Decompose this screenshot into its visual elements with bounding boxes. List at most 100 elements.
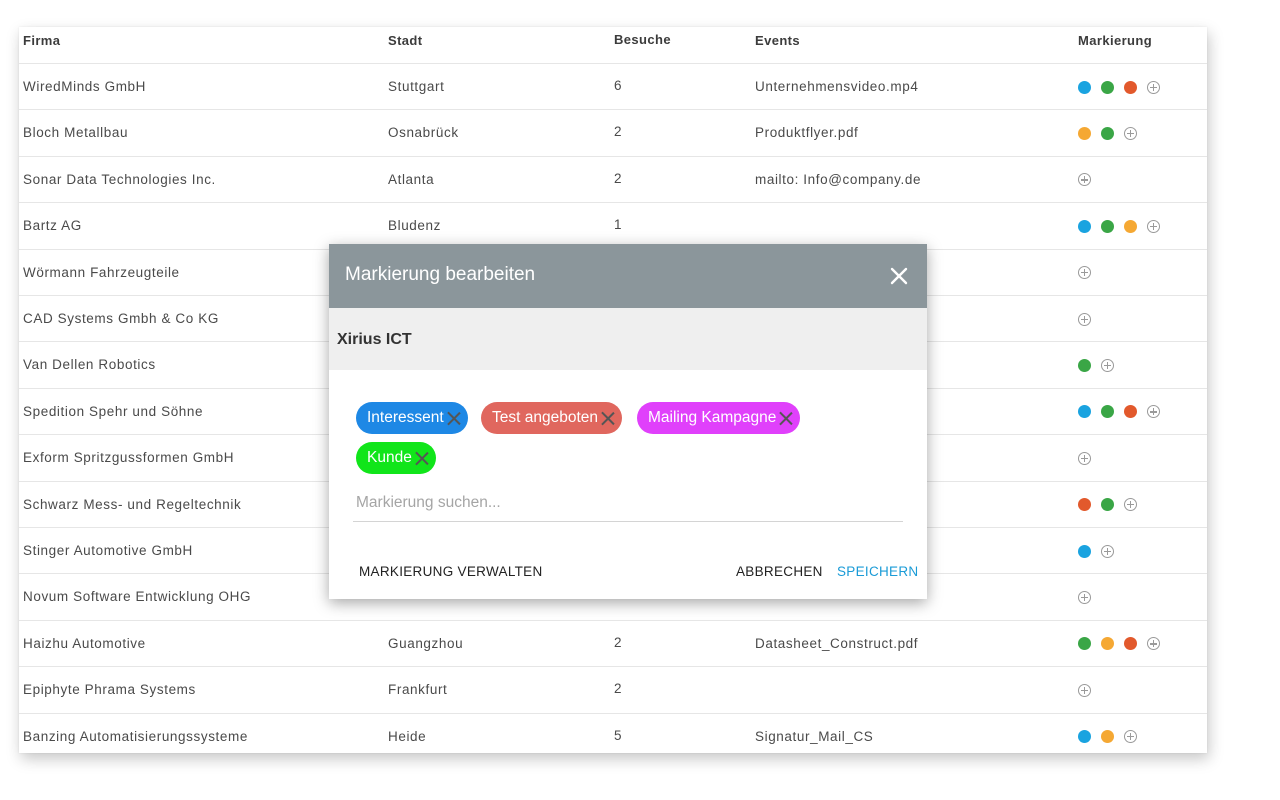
table-row[interactable]: WiredMinds GmbH Stuttgart 6 Unternehmensvid… [19, 63, 1207, 110]
row-tags [1078, 683, 1091, 697]
cell-besuche: 6 [614, 78, 623, 93]
tag-dot[interactable] [1101, 637, 1114, 651]
remove-tag-icon[interactable] [414, 451, 429, 466]
row-tags [1078, 590, 1091, 604]
table-row[interactable]: Haizhu Automotive Guangzhou 2 Datasheet_Con… [19, 619, 1207, 667]
add-tag-icon[interactable] [1147, 219, 1160, 233]
add-tag-icon[interactable] [1124, 126, 1137, 140]
cell-firma: Haizhu Automotive [23, 635, 146, 651]
add-tag-icon[interactable] [1078, 266, 1091, 280]
tag-dot[interactable] [1078, 126, 1091, 140]
cell-events: Datasheet_Construct.pdf [755, 635, 919, 651]
remove-tag-icon[interactable] [778, 411, 793, 426]
add-tag-icon[interactable] [1147, 405, 1160, 419]
header-firma[interactable]: Firma [23, 33, 61, 48]
header-besuche[interactable]: Besuche [614, 32, 671, 47]
cell-firma: Bartz AG [23, 218, 82, 234]
add-tag-icon[interactable] [1101, 358, 1114, 372]
add-tag-icon[interactable] [1147, 80, 1160, 94]
remove-tag-icon[interactable] [600, 411, 615, 426]
cell-events: Produktflyer.pdf [755, 125, 859, 141]
tag-dot[interactable] [1078, 730, 1091, 744]
tag-dot[interactable] [1124, 637, 1137, 651]
add-tag-icon[interactable] [1124, 498, 1137, 512]
add-tag-icon[interactable] [1101, 544, 1114, 558]
tag-dot[interactable] [1124, 80, 1137, 94]
add-tag-icon[interactable] [1147, 637, 1160, 651]
company-name: Xirius ICT [337, 331, 412, 348]
tag-chip-label: Kunde [367, 449, 412, 466]
cell-besuche: 5 [614, 727, 623, 743]
close-icon[interactable] [889, 266, 909, 286]
row-tags [1078, 358, 1114, 372]
cell-firma: Spedition Spehr und Söhne [23, 403, 204, 419]
tag-dot[interactable] [1078, 405, 1091, 419]
row-tags [1078, 405, 1160, 419]
add-tag-icon[interactable] [1078, 590, 1091, 604]
header-stadt[interactable]: Stadt [388, 33, 423, 48]
cell-besuche: 2 [614, 634, 623, 650]
tag-dot[interactable] [1101, 498, 1114, 512]
tag-dot[interactable] [1124, 219, 1137, 233]
cell-firma: CAD Systems Gmbh & Co KG [23, 311, 219, 326]
table-row[interactable]: Epiphyte Phrama Systems Frankfurt 2 [19, 666, 1207, 713]
table-row[interactable]: Bloch Metallbau Osnabrück 2 Produktflyer.pd… [19, 109, 1207, 156]
tag-chip-mailing-kampagne: Mailing Kampagne [637, 402, 801, 434]
tag-dot[interactable] [1101, 219, 1114, 233]
tag-dot[interactable] [1078, 219, 1091, 233]
cell-firma: WiredMinds GmbH [23, 79, 147, 94]
company-table: Firma Stadt Besuche Events Markierung Wi… [19, 27, 1207, 753]
tag-dot[interactable] [1101, 126, 1114, 140]
cell-firma: Wörmann Fahrzeugteile [23, 264, 180, 280]
add-tag-icon[interactable] [1078, 312, 1091, 326]
cell-stadt: Osnabrück [388, 125, 459, 141]
table-row[interactable]: Banzing Automatisierungssysteme Heide 5 Sig… [19, 712, 1207, 760]
tag-dot[interactable] [1078, 80, 1091, 94]
tag-dot[interactable] [1124, 405, 1137, 419]
table-row[interactable]: Bartz AG Bludenz 1 [19, 202, 1207, 249]
add-tag-icon[interactable] [1078, 173, 1091, 187]
cell-firma: Epiphyte Phrama Systems [23, 682, 196, 698]
cell-firma: Banzing Automatisierungssysteme [23, 728, 248, 744]
row-tags [1078, 451, 1091, 465]
dialog-company-bar: Xirius ICT [329, 308, 927, 370]
add-tag-icon[interactable] [1078, 451, 1091, 465]
cell-stadt: Atlanta [388, 171, 435, 187]
cell-besuche: 2 [614, 170, 623, 186]
manage-tags-button[interactable]: MARKIERUNG VERWALTEN [359, 564, 543, 579]
edit-tags-dialog: Markierung bearbeiten Xirius ICT Interes… [329, 244, 927, 599]
tag-chip-label: Mailing Kampagne [648, 409, 777, 426]
tag-search-input[interactable] [353, 484, 903, 522]
header-markierung[interactable]: Markierung [1078, 33, 1153, 48]
cell-stadt: Stuttgart [388, 79, 445, 94]
cancel-button[interactable]: ABBRECHEN [736, 564, 823, 579]
tag-chip-test-angeboten: Test angeboten [481, 402, 623, 434]
add-tag-icon[interactable] [1124, 730, 1137, 744]
header-events[interactable]: Events [755, 33, 801, 48]
cell-besuche: 1 [614, 217, 623, 233]
row-tags [1078, 637, 1160, 651]
table-row[interactable]: Sonar Data Technologies Inc. Atlanta 2 mail… [19, 155, 1207, 203]
dialog-header: Markierung bearbeiten [329, 244, 927, 308]
save-button[interactable]: SPEICHERN [837, 564, 919, 579]
row-tags [1078, 126, 1137, 140]
cell-firma: Sonar Data Technologies Inc. [23, 171, 216, 187]
cell-stadt: Heide [388, 728, 427, 744]
cell-firma: Stinger Automotive GmbH [23, 543, 193, 558]
row-tags [1078, 312, 1091, 326]
tag-dot[interactable] [1078, 358, 1091, 372]
tag-chip-label: Test angeboten [492, 409, 599, 426]
dialog-title: Markierung bearbeiten [345, 264, 536, 285]
tag-dot[interactable] [1101, 80, 1114, 94]
tag-dot[interactable] [1101, 405, 1114, 419]
row-tags [1078, 266, 1091, 280]
tag-dot[interactable] [1078, 637, 1091, 651]
tag-dot[interactable] [1078, 498, 1091, 512]
cell-besuche: 2 [614, 124, 623, 140]
add-tag-icon[interactable] [1078, 683, 1091, 697]
tag-dot[interactable] [1078, 544, 1091, 558]
cell-stadt: Guangzhou [388, 635, 464, 651]
tag-dot[interactable] [1101, 730, 1114, 744]
remove-tag-icon[interactable] [446, 411, 461, 426]
cell-firma: Van Dellen Robotics [23, 357, 156, 373]
